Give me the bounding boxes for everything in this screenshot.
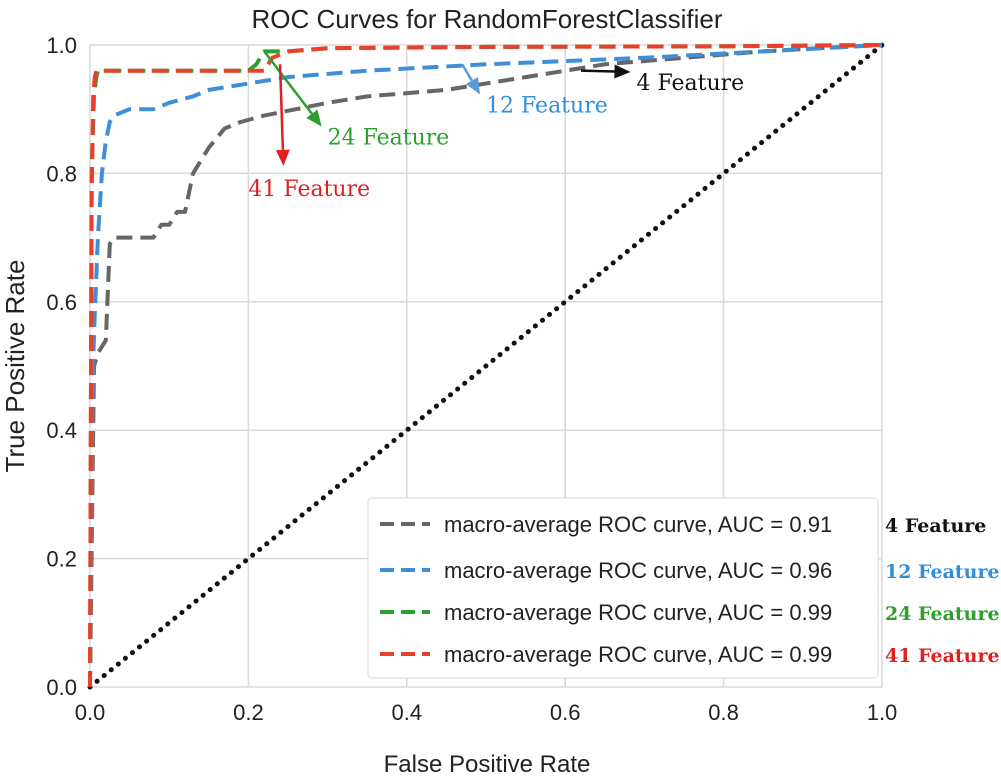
y-tick-label: 0.4 — [46, 418, 77, 443]
legend-feature-tag: 24 Feature — [885, 603, 1000, 625]
legend-label: macro-average ROC curve, AUC = 0.96 — [444, 558, 832, 583]
y-tick-label: 1.0 — [46, 33, 77, 58]
x-tick-label: 0.2 — [233, 700, 264, 725]
roc-curve-series-1 — [88, 43, 883, 688]
y-tick-label: 0.8 — [46, 161, 77, 186]
annotation-label: 4 Feature — [636, 71, 744, 96]
x-axis-label: False Positive Rate — [384, 751, 591, 778]
legend-feature-tags: 4 Feature 12 Feature 24 Feature 41 Feature — [885, 515, 1000, 667]
roc-curve-series-4 — [88, 43, 883, 688]
x-tick-label: 0.6 — [550, 700, 581, 725]
y-tick-label: 0.0 — [46, 675, 77, 700]
x-tick-labels: 0.0 0.2 0.4 0.6 0.8 1.0 — [75, 700, 898, 725]
annotation-arrow-shaft — [581, 69, 615, 73]
legend-feature-tag: 12 Feature — [885, 561, 1000, 583]
annotation-arrow-head — [465, 77, 480, 95]
roc-curve-series-2 — [88, 43, 883, 688]
annotation-layer: 4 Feature 12 Feature 24 Feature 41 Feature — [248, 50, 744, 202]
annotation-arrow-shaft — [461, 63, 473, 82]
legend-feature-tag: 41 Feature — [885, 645, 1000, 667]
series-layer — [87, 42, 885, 690]
annotation-label: 41 Feature — [248, 177, 370, 202]
legend-label: macro-average ROC curve, AUC = 0.91 — [444, 512, 832, 537]
x-tick-label: 1.0 — [867, 700, 898, 725]
legend-box — [367, 497, 879, 679]
y-tick-label: 0.2 — [46, 547, 77, 572]
annotation-arrow-head — [306, 109, 322, 127]
chart-title: ROC Curves for RandomForestClassifier — [251, 4, 722, 34]
x-tick-label: 0.0 — [75, 700, 106, 725]
x-tick-label: 0.4 — [392, 700, 423, 725]
y-axis-label: True Positive Rate — [0, 260, 30, 473]
annotation-arrow-head — [614, 64, 631, 79]
y-tick-labels: 0.0 0.2 0.4 0.6 0.8 1.0 — [46, 33, 77, 700]
annotation-arrow-head — [275, 149, 290, 166]
annotation-arrow-shaft — [263, 50, 313, 115]
legend: macro-average ROC curve, AUC = 0.91 macro… — [367, 497, 879, 679]
annotation-arrow-shaft — [278, 64, 285, 150]
legend-label: macro-average ROC curve, AUC = 0.99 — [444, 642, 832, 667]
y-tick-label: 0.6 — [46, 290, 77, 315]
legend-feature-tag: 4 Feature — [885, 515, 986, 537]
annotation-label: 12 Feature — [486, 93, 608, 118]
legend-label: macro-average ROC curve, AUC = 0.99 — [444, 600, 832, 625]
legend-entries: macro-average ROC curve, AUC = 0.91 macro… — [380, 512, 832, 667]
annotation-label: 24 Feature — [328, 126, 450, 151]
x-tick-label: 0.8 — [708, 700, 739, 725]
chance-diagonal-line — [87, 42, 885, 690]
